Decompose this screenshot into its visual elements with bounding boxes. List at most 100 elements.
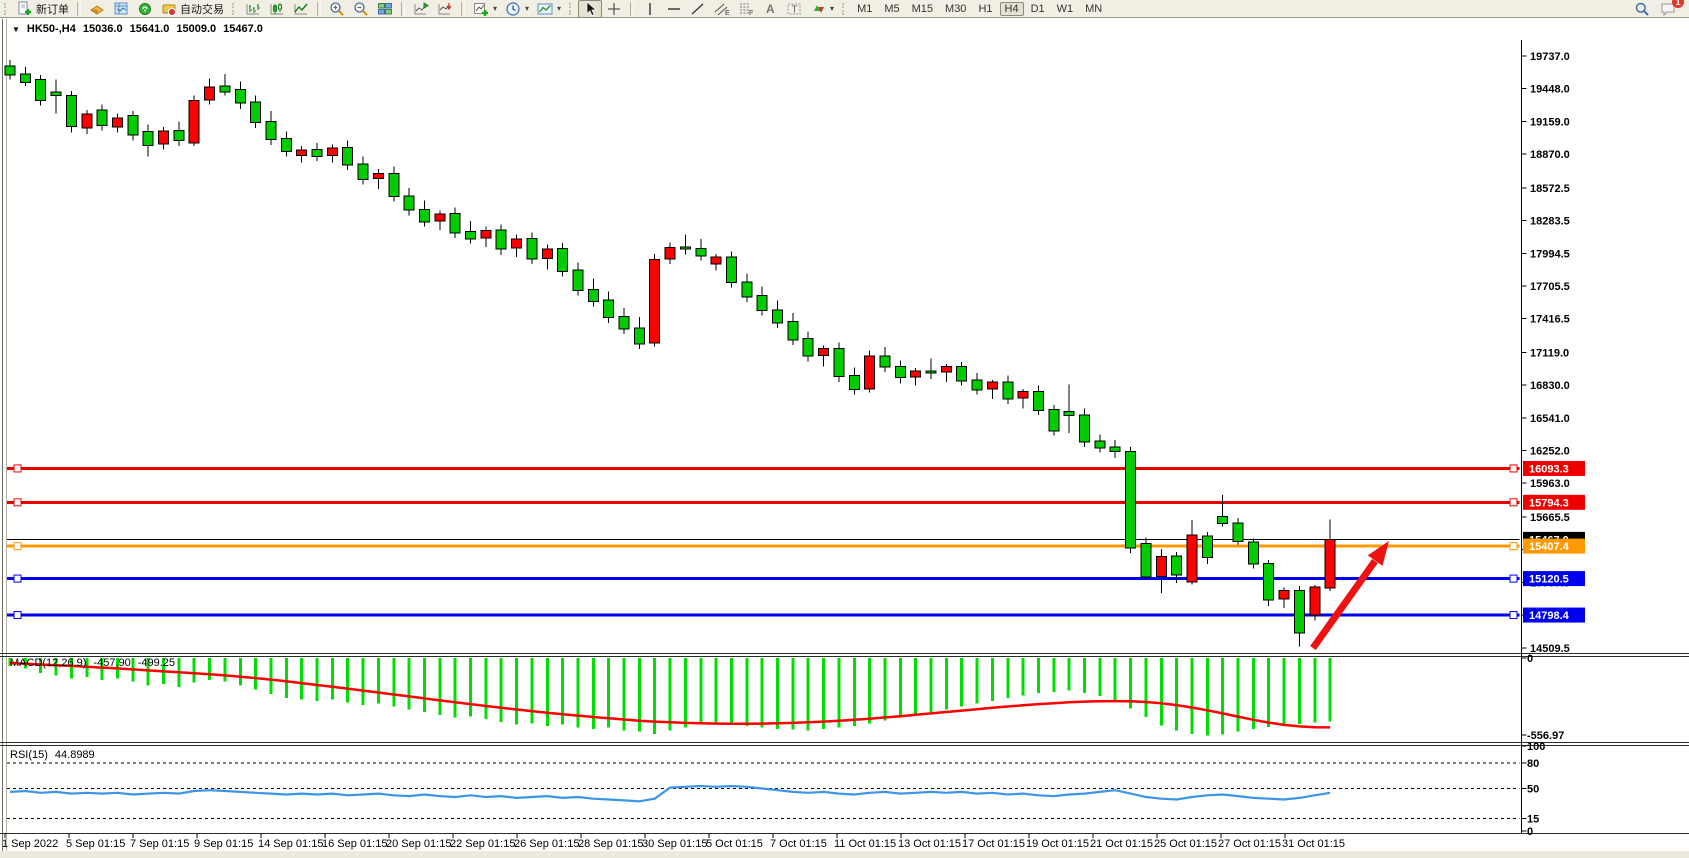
- timeframe-button-W1[interactable]: W1: [1056, 2, 1074, 15]
- tile-windows-button[interactable]: [373, 0, 397, 18]
- zoom-in-button[interactable]: [325, 0, 349, 18]
- svg-text:16252.0: 16252.0: [1530, 446, 1570, 458]
- line-chart-button[interactable]: [289, 0, 313, 18]
- search-icon[interactable]: [1634, 1, 1650, 17]
- notification-badge: 1: [1672, 0, 1684, 8]
- svg-text:17119.0: 17119.0: [1530, 347, 1569, 359]
- bar-chart-button[interactable]: [241, 0, 265, 18]
- new-order-button[interactable]: 新订单: [13, 0, 73, 18]
- rsi-indicator-label: RSI(15) 44.8989: [10, 749, 95, 761]
- timeframe-button-H4[interactable]: H4: [999, 1, 1024, 16]
- svg-text:5 Oct 01:15: 5 Oct 01:15: [706, 838, 763, 850]
- timeframe-button-M30[interactable]: M30: [945, 2, 967, 15]
- rsi-value: 44.8989: [54, 749, 95, 761]
- chart-shift-button[interactable]: [433, 0, 457, 18]
- trend-arrow-annotation[interactable]: [1310, 541, 1389, 651]
- svg-text:17 Oct 01:15: 17 Oct 01:15: [962, 838, 1025, 850]
- arrows-tool-button[interactable]: ▾: [806, 0, 838, 18]
- ohlc-high: 15641.0: [129, 23, 170, 35]
- chart-window-button[interactable]: [85, 0, 109, 18]
- ohlc-low: 15009.0: [176, 23, 217, 35]
- svg-text:17705.5: 17705.5: [1530, 281, 1570, 293]
- svg-text:20 Sep 01:15: 20 Sep 01:15: [386, 838, 451, 850]
- svg-text:16541.0: 16541.0: [1530, 413, 1570, 425]
- timeframe-button-M5[interactable]: M5: [884, 2, 900, 15]
- timeframe-toolbar: M1 M5 M15 M30 H1 H4 D1 W1 MN: [851, 1, 1108, 16]
- price-tag: 16093.3: [1523, 460, 1585, 476]
- zoom-out-icon: [354, 1, 368, 16]
- trendline-tool-button[interactable]: [686, 0, 710, 18]
- svg-text:30 Sep 01:15: 30 Sep 01:15: [642, 838, 707, 850]
- market-watch-icon: [139, 2, 151, 15]
- periods-button[interactable]: ▾: [501, 0, 533, 18]
- toolbar-grip[interactable]: [232, 2, 237, 15]
- price-tag: 15794.3: [1523, 494, 1585, 510]
- arrow-objects-icon: [814, 4, 825, 13]
- svg-text:15407.4: 15407.4: [1529, 541, 1570, 553]
- svg-text:19 Oct 01:15: 19 Oct 01:15: [1026, 838, 1089, 850]
- timeframe-button-H1[interactable]: H1: [978, 2, 993, 15]
- dropdown-arrow-icon: ▾: [525, 4, 530, 13]
- data-window-icon: [114, 2, 128, 14]
- timeframe-button-D1[interactable]: D1: [1030, 2, 1045, 15]
- svg-text:18572.5: 18572.5: [1530, 183, 1570, 195]
- svg-text:100: 100: [1527, 741, 1545, 753]
- cursor-tool-button[interactable]: [578, 0, 603, 18]
- svg-text:19737.0: 19737.0: [1530, 51, 1570, 63]
- timeframe-button-MN[interactable]: MN: [1085, 2, 1103, 15]
- price-tag: 15120.5: [1523, 571, 1585, 587]
- notifications-button[interactable]: 1: [1660, 0, 1684, 17]
- timeframe-button-M15[interactable]: M15: [911, 2, 934, 15]
- toolbar-separator: [77, 1, 81, 16]
- cursor-icon: [586, 0, 597, 16]
- price-tag: 15407.4: [1523, 538, 1585, 554]
- indicators-button[interactable]: ▾: [469, 0, 501, 18]
- macd-indicator-label: MACD(12,26,9) -457.90 -499.25: [10, 657, 175, 669]
- svg-text:1 Sep 2022: 1 Sep 2022: [2, 838, 58, 850]
- dropdown-arrow-icon: ▾: [557, 4, 562, 13]
- svg-text:15665.5: 15665.5: [1530, 512, 1570, 524]
- toolbar-grip[interactable]: [569, 2, 574, 15]
- templates-button[interactable]: ▾: [533, 0, 565, 18]
- timeframe-button-M1[interactable]: M1: [857, 2, 873, 15]
- autotrading-button[interactable]: 自动交易: [157, 0, 228, 18]
- channel-tool-button[interactable]: E: [710, 0, 734, 18]
- fibonacci-tool-button[interactable]: F: [734, 0, 758, 18]
- text-tool-button[interactable]: A: [758, 0, 782, 18]
- price-axis: 19737.0 19448.0 19159.0 18870.0 18572.5 18283…: [1521, 51, 1585, 838]
- price-tag: 14798.4: [1523, 607, 1585, 623]
- svg-text:50: 50: [1527, 784, 1539, 796]
- svg-text:28 Sep 01:15: 28 Sep 01:15: [578, 838, 643, 850]
- zoom-out-button[interactable]: [349, 0, 373, 18]
- toolbar-grip[interactable]: [842, 2, 847, 15]
- svg-text:15120.5: 15120.5: [1529, 574, 1569, 586]
- main-toolbar: 新订单 自动交易 ▾ ▾: [0, 0, 1689, 18]
- text-label-tool-button[interactable]: T: [782, 0, 806, 18]
- horizontal-line-tool-button[interactable]: [662, 0, 686, 18]
- vertical-line-tool-button[interactable]: [638, 0, 662, 18]
- svg-text:16093.3: 16093.3: [1529, 463, 1569, 475]
- date-axis[interactable]: 1 Sep 2022 5 Sep 01:15 7 Sep 01:15 9 Sep 01…: [2, 833, 1345, 851]
- svg-text:E: E: [725, 10, 730, 17]
- horizontal-line-icon: [668, 7, 681, 10]
- candlestick-chart-button[interactable]: [265, 0, 289, 18]
- auto-scroll-button[interactable]: [409, 0, 433, 18]
- svg-text:9 Sep 01:15: 9 Sep 01:15: [194, 838, 253, 850]
- chart-symbol-period: HK50-,H4: [26, 23, 76, 35]
- toolbar-grip[interactable]: [4, 2, 9, 15]
- collapse-arrow-icon[interactable]: ▼: [12, 24, 20, 34]
- svg-text:26 Sep 01:15: 26 Sep 01:15: [514, 838, 579, 850]
- chart-shift-icon: [438, 2, 452, 14]
- vertical-line-icon: [649, 2, 651, 15]
- svg-text:7 Oct 01:15: 7 Oct 01:15: [770, 838, 827, 850]
- auto-scroll-icon: [414, 1, 429, 14]
- crosshair-tool-button[interactable]: [602, 0, 626, 18]
- data-window-button[interactable]: [109, 0, 133, 18]
- candlestick-icon: [270, 2, 283, 14]
- rsi-pane: [7, 762, 1520, 819]
- market-watch-button[interactable]: [133, 0, 157, 18]
- horizontal-level-lines[interactable]: [7, 464, 1520, 620]
- svg-text:17994.5: 17994.5: [1530, 248, 1570, 260]
- svg-text:25 Oct 01:15: 25 Oct 01:15: [1154, 838, 1217, 850]
